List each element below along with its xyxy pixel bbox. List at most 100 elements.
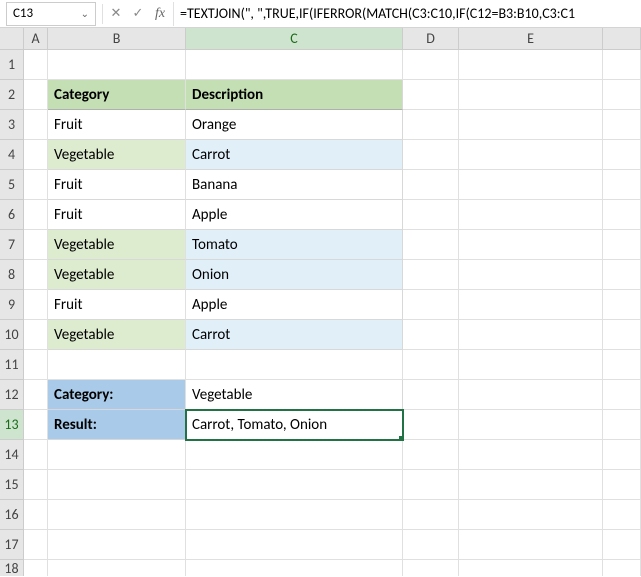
cell[interactable] bbox=[403, 320, 459, 350]
cell-C1[interactable] bbox=[186, 50, 403, 80]
cell-A7[interactable] bbox=[24, 230, 48, 260]
cell[interactable] bbox=[459, 500, 603, 530]
cell-A6[interactable] bbox=[24, 200, 48, 230]
cell[interactable] bbox=[403, 470, 459, 500]
table-row-cat[interactable]: Vegetable bbox=[48, 320, 186, 350]
table-row-desc[interactable]: Apple bbox=[186, 200, 403, 230]
cell-A1[interactable] bbox=[24, 50, 48, 80]
cell[interactable] bbox=[186, 500, 403, 530]
cell[interactable] bbox=[403, 200, 459, 230]
cell[interactable] bbox=[403, 440, 459, 470]
cell[interactable] bbox=[403, 260, 459, 290]
row-header-15[interactable]: 15 bbox=[0, 470, 24, 500]
col-header-E[interactable]: E bbox=[459, 28, 603, 50]
row-header-17[interactable]: 17 bbox=[0, 530, 24, 560]
cell-F2[interactable] bbox=[603, 80, 641, 110]
cell[interactable] bbox=[459, 110, 603, 140]
cell[interactable] bbox=[186, 530, 403, 560]
name-box[interactable]: C13 ⌄ bbox=[6, 2, 96, 26]
col-header-F[interactable] bbox=[603, 28, 641, 50]
table-row-desc[interactable]: Apple bbox=[186, 290, 403, 320]
row-header-5[interactable]: 5 bbox=[0, 170, 24, 200]
cell[interactable] bbox=[403, 530, 459, 560]
cell[interactable] bbox=[603, 200, 641, 230]
select-all-corner[interactable] bbox=[0, 28, 24, 50]
formula-input[interactable]: =TEXTJOIN(", ",TRUE,IF(IFERROR(MATCH(C3:… bbox=[173, 2, 641, 26]
cell[interactable] bbox=[459, 410, 603, 440]
cell-A10[interactable] bbox=[24, 320, 48, 350]
table-row-desc[interactable]: Orange bbox=[186, 110, 403, 140]
cell[interactable] bbox=[24, 500, 48, 530]
lookup-result-value[interactable]: Carrot, Tomato, Onion bbox=[186, 410, 403, 440]
cell[interactable] bbox=[603, 350, 641, 380]
col-header-C[interactable]: C bbox=[186, 28, 403, 50]
col-header-B[interactable]: B bbox=[48, 28, 186, 50]
cell[interactable] bbox=[459, 560, 603, 576]
row-header-7[interactable]: 7 bbox=[0, 230, 24, 260]
cell[interactable] bbox=[24, 470, 48, 500]
chevron-down-icon[interactable]: ⌄ bbox=[81, 7, 89, 20]
cell[interactable] bbox=[603, 440, 641, 470]
table-row-cat[interactable]: Fruit bbox=[48, 200, 186, 230]
table-header-description[interactable]: Description bbox=[186, 80, 403, 110]
cell[interactable] bbox=[459, 440, 603, 470]
cell-D1[interactable] bbox=[403, 50, 459, 80]
cell[interactable] bbox=[186, 470, 403, 500]
row-header-18[interactable]: 18 bbox=[0, 560, 24, 576]
cell[interactable] bbox=[48, 500, 186, 530]
cell-A8[interactable] bbox=[24, 260, 48, 290]
cell-A2[interactable] bbox=[24, 80, 48, 110]
cell-A13[interactable] bbox=[24, 410, 48, 440]
cell[interactable] bbox=[186, 440, 403, 470]
cell-A9[interactable] bbox=[24, 290, 48, 320]
cell-A11[interactable] bbox=[24, 350, 48, 380]
row-header-16[interactable]: 16 bbox=[0, 500, 24, 530]
cell[interactable] bbox=[603, 470, 641, 500]
cell[interactable] bbox=[459, 470, 603, 500]
cell[interactable] bbox=[403, 140, 459, 170]
fx-icon[interactable]: fx bbox=[149, 3, 171, 25]
table-row-desc[interactable]: Onion bbox=[186, 260, 403, 290]
cell-A4[interactable] bbox=[24, 140, 48, 170]
cell[interactable] bbox=[459, 230, 603, 260]
row-header-13[interactable]: 13 bbox=[0, 410, 24, 440]
row-header-14[interactable]: 14 bbox=[0, 440, 24, 470]
cell[interactable] bbox=[603, 500, 641, 530]
cell[interactable] bbox=[24, 530, 48, 560]
row-header-3[interactable]: 3 bbox=[0, 110, 24, 140]
cell[interactable] bbox=[403, 350, 459, 380]
cell[interactable] bbox=[459, 320, 603, 350]
cell[interactable] bbox=[459, 350, 603, 380]
cell-E1[interactable] bbox=[459, 50, 603, 80]
table-row-desc[interactable]: Carrot bbox=[186, 140, 403, 170]
cell[interactable] bbox=[186, 560, 403, 576]
cell[interactable] bbox=[403, 410, 459, 440]
table-row-cat[interactable]: Vegetable bbox=[48, 230, 186, 260]
cell-B11[interactable] bbox=[48, 350, 186, 380]
cell[interactable] bbox=[24, 440, 48, 470]
table-row-desc[interactable]: Tomato bbox=[186, 230, 403, 260]
table-row-cat[interactable]: Fruit bbox=[48, 290, 186, 320]
cell[interactable] bbox=[459, 530, 603, 560]
row-header-11[interactable]: 11 bbox=[0, 350, 24, 380]
lookup-category-label[interactable]: Category: bbox=[48, 380, 186, 410]
cell-D2[interactable] bbox=[403, 80, 459, 110]
col-header-D[interactable]: D bbox=[403, 28, 459, 50]
row-header-4[interactable]: 4 bbox=[0, 140, 24, 170]
cell[interactable] bbox=[48, 440, 186, 470]
cell[interactable] bbox=[603, 320, 641, 350]
enter-icon[interactable]: ✓ bbox=[127, 3, 149, 25]
col-header-A[interactable]: A bbox=[24, 28, 48, 50]
row-header-12[interactable]: 12 bbox=[0, 380, 24, 410]
cell-A3[interactable] bbox=[24, 110, 48, 140]
cell-E2[interactable] bbox=[459, 80, 603, 110]
cell[interactable] bbox=[459, 140, 603, 170]
table-header-category[interactable]: Category bbox=[48, 80, 186, 110]
row-header-10[interactable]: 10 bbox=[0, 320, 24, 350]
table-row-desc[interactable]: Banana bbox=[186, 170, 403, 200]
cell[interactable] bbox=[603, 140, 641, 170]
cell[interactable] bbox=[459, 380, 603, 410]
cell[interactable] bbox=[403, 110, 459, 140]
cell[interactable] bbox=[603, 530, 641, 560]
cell[interactable] bbox=[603, 410, 641, 440]
